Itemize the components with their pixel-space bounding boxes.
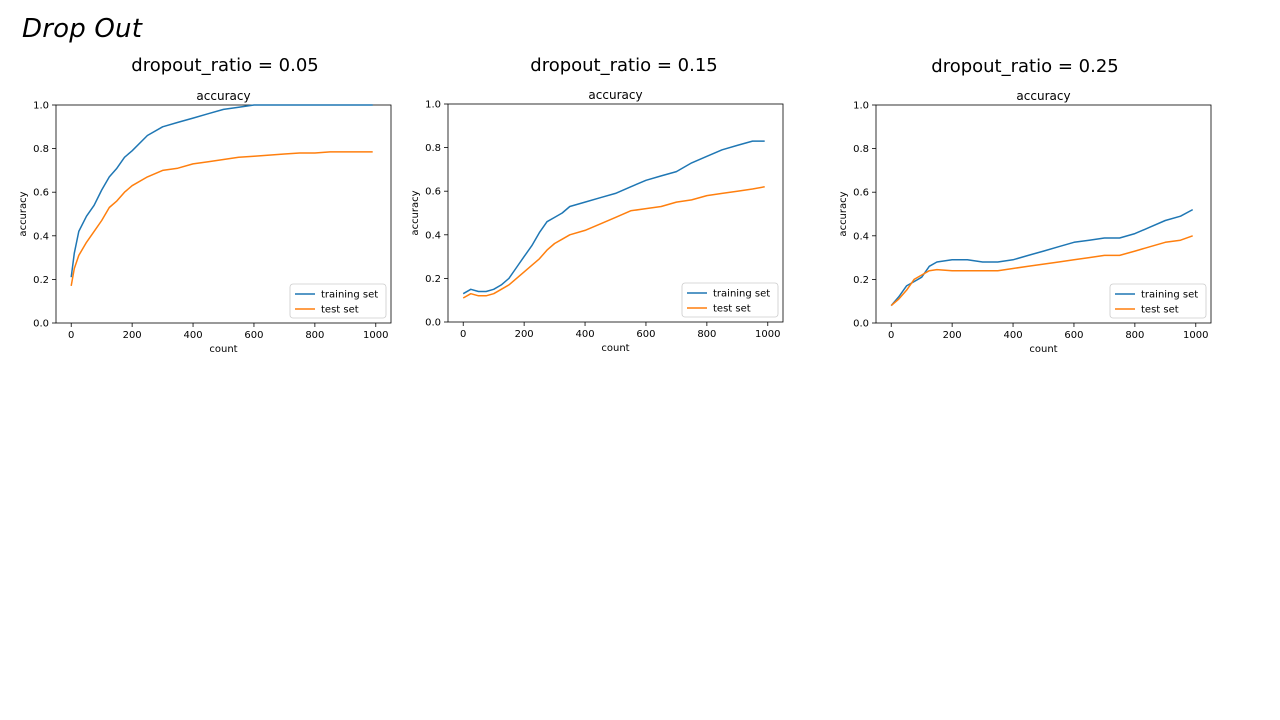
y-tick-label: 0.4 bbox=[33, 231, 49, 242]
x-tick-label: 0 bbox=[68, 330, 74, 341]
y-tick-label: 0.0 bbox=[425, 318, 441, 329]
x-axis-label: count bbox=[601, 343, 629, 354]
x-tick-label: 200 bbox=[515, 329, 534, 340]
training-set-line bbox=[70, 104, 373, 278]
plot-frame bbox=[875, 104, 1212, 324]
panel-heading-3: dropout_ratio = 0.25 bbox=[931, 56, 1119, 77]
x-tick-label: 400 bbox=[1003, 330, 1022, 341]
x-tick-label: 1000 bbox=[755, 329, 780, 340]
y-tick-label: 0.0 bbox=[853, 319, 869, 330]
chart-title: accuracy bbox=[1016, 89, 1070, 103]
legend-test-label: test set bbox=[1141, 305, 1179, 316]
training-set-line bbox=[890, 208, 1194, 307]
y-tick-label: 0.4 bbox=[853, 231, 869, 242]
x-tick-label: 400 bbox=[575, 329, 594, 340]
x-tick-label: 600 bbox=[244, 330, 263, 341]
y-tick-label: 0.0 bbox=[33, 319, 49, 330]
legend-box bbox=[289, 283, 387, 319]
x-tick-label: 600 bbox=[636, 329, 655, 340]
y-tick-label: 0.6 bbox=[853, 188, 869, 199]
x-tick-label: 400 bbox=[183, 330, 202, 341]
x-tick-label: 600 bbox=[1064, 330, 1083, 341]
y-tick-label: 0.6 bbox=[33, 188, 49, 199]
x-tick-label: 200 bbox=[943, 330, 962, 341]
x-tick-label: 200 bbox=[123, 330, 142, 341]
legend-training-label: training set bbox=[713, 289, 770, 300]
legend-box bbox=[681, 282, 779, 318]
legend-test-label: test set bbox=[713, 304, 751, 315]
legend-test-label: test set bbox=[321, 305, 359, 316]
test-set-line bbox=[890, 235, 1193, 307]
y-tick-label: 0.2 bbox=[425, 274, 441, 285]
y-tick-label: 1.0 bbox=[33, 101, 49, 112]
x-axis-label: count bbox=[209, 344, 237, 355]
x-tick-label: 1000 bbox=[363, 330, 388, 341]
legend-training-label: training set bbox=[321, 290, 378, 301]
legend-box bbox=[1109, 283, 1207, 319]
test-set-line bbox=[70, 151, 373, 287]
y-axis-label: accuracy bbox=[838, 191, 849, 236]
chart-title: accuracy bbox=[196, 89, 250, 103]
plot-frame bbox=[55, 104, 392, 324]
y-tick-label: 0.6 bbox=[425, 187, 441, 198]
y-tick-label: 0.2 bbox=[33, 275, 49, 286]
x-tick-label: 800 bbox=[305, 330, 324, 341]
y-tick-label: 0.8 bbox=[853, 144, 869, 155]
slide-title: Drop Out bbox=[22, 14, 143, 44]
x-tick-label: 0 bbox=[460, 329, 466, 340]
y-tick-label: 0.4 bbox=[425, 230, 441, 241]
y-axis-label: accuracy bbox=[18, 191, 29, 236]
y-tick-label: 1.0 bbox=[853, 101, 869, 112]
panel-heading-1: dropout_ratio = 0.05 bbox=[131, 55, 319, 76]
plot-frame bbox=[447, 103, 784, 323]
x-tick-label: 800 bbox=[697, 329, 716, 340]
training-set-line bbox=[462, 140, 765, 295]
x-tick-label: 800 bbox=[1125, 330, 1144, 341]
chart-title: accuracy bbox=[588, 88, 642, 102]
x-tick-label: 0 bbox=[888, 330, 894, 341]
x-axis-label: count bbox=[1029, 344, 1057, 355]
y-axis-label: accuracy bbox=[410, 190, 421, 235]
y-tick-label: 1.0 bbox=[425, 100, 441, 111]
legend-training-label: training set bbox=[1141, 290, 1198, 301]
panel-heading-2: dropout_ratio = 0.15 bbox=[530, 55, 718, 76]
x-tick-label: 1000 bbox=[1183, 330, 1208, 341]
y-tick-label: 0.8 bbox=[33, 144, 49, 155]
test-set-line bbox=[462, 186, 765, 299]
y-tick-label: 0.2 bbox=[853, 275, 869, 286]
y-tick-label: 0.8 bbox=[425, 143, 441, 154]
